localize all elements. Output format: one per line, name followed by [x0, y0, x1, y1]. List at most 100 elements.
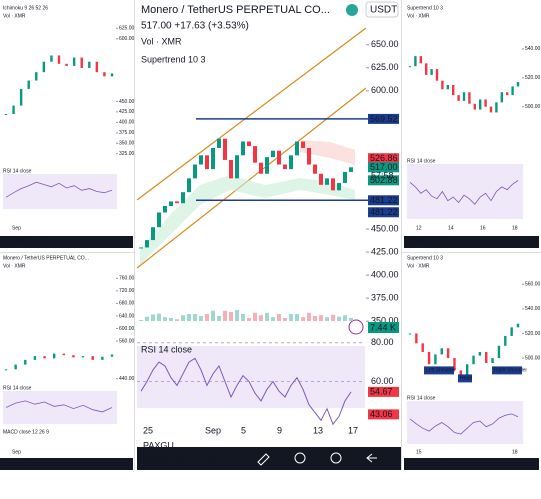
y-tick-label: 60.00: [371, 376, 394, 386]
currency-button[interactable]: [365, 1, 399, 18]
volume-bar: [271, 317, 275, 321]
countdown: 57:58: [371, 171, 394, 181]
candle: [42, 61, 46, 73]
volume-bar: [223, 310, 227, 321]
currency: USDT: [370, 5, 397, 16]
candle: [265, 157, 269, 174]
replay-icon[interactable]: [348, 319, 364, 335]
y-tick-label: 680.00: [119, 301, 135, 307]
candle: [295, 141, 299, 156]
price-tag-label: 43.06: [370, 409, 393, 419]
candle: [223, 138, 227, 160]
candle: [452, 85, 455, 96]
candle: [343, 171, 347, 183]
candle: [65, 63, 68, 66]
candle: [175, 201, 179, 204]
annotation: Head: [460, 376, 472, 382]
candle: [435, 69, 439, 81]
candle: [91, 356, 94, 360]
candle: [145, 240, 149, 248]
price-tag-label: 54.67: [370, 387, 393, 397]
settings-icon[interactable]: [330, 452, 342, 464]
candle: [472, 355, 475, 365]
candle: [462, 92, 466, 101]
candle: [72, 57, 76, 66]
y-tick-label: 350.00: [119, 141, 135, 147]
volume-bar: [241, 314, 245, 321]
price-tag-label: 481.22: [370, 207, 398, 217]
candle: [446, 85, 449, 90]
candle: [495, 102, 498, 113]
volume-bar: [259, 315, 263, 321]
candle: [193, 164, 197, 179]
back-icon[interactable]: [366, 453, 377, 463]
x-tick-label: Sep: [205, 425, 221, 435]
candle: [289, 155, 293, 170]
x-tick-label: Sep: [12, 449, 21, 455]
candle: [504, 335, 507, 346]
candle: [516, 82, 520, 87]
price-tag: [368, 153, 399, 164]
rsi-line: [5, 181, 113, 198]
candle: [259, 162, 263, 174]
bottom-bar: [0, 236, 133, 248]
rsi-band: [407, 164, 523, 219]
volume-bar: [235, 310, 239, 321]
volume-bar: [295, 314, 299, 321]
y-tick-label: 425.00: [371, 246, 399, 256]
price-tag: [368, 207, 399, 218]
y-tick-label: 500.00: [525, 104, 541, 110]
candle: [415, 333, 418, 344]
candle: [307, 147, 311, 165]
watermark: PAXGU: [143, 440, 174, 450]
interval: 4h: [203, 452, 216, 466]
candle: [489, 106, 493, 113]
candle: [446, 348, 450, 359]
candle: [80, 57, 83, 68]
candle: [163, 205, 167, 213]
price-tag-label: 526.86: [370, 153, 398, 163]
candle: [235, 155, 239, 179]
volume-bar: [139, 320, 143, 321]
price-tag-label: 502.88: [370, 175, 398, 185]
candle: [516, 323, 520, 328]
panel-header: Monero / TetherUS PERPETUAL CO...: [3, 255, 89, 261]
y-tick-label: 625.00: [371, 62, 399, 72]
volume-bar: [151, 314, 155, 321]
price-tag-label: 481.22: [370, 195, 398, 205]
volume-bar: [337, 316, 341, 321]
candle: [19, 88, 23, 106]
volume-bar: [265, 312, 269, 321]
rsi-band: [3, 391, 117, 424]
y-tick-label: 600.00: [371, 85, 399, 95]
candle: [229, 159, 233, 179]
candle: [408, 333, 412, 335]
draw-icon[interactable]: [257, 453, 270, 466]
y-tick-label: 625.00: [119, 26, 135, 32]
toolbar-icons[interactable]: [257, 452, 377, 466]
volume-bar: [289, 314, 293, 321]
candle: [205, 155, 209, 170]
volume-bar: [307, 312, 311, 321]
x-tick-label: 13: [313, 425, 323, 435]
volume-bar: [253, 312, 257, 321]
status-icon: [346, 4, 358, 16]
volume-bar: [169, 318, 173, 321]
alert-icon[interactable]: [294, 452, 306, 464]
volume-tag-label: 7.44 K: [370, 322, 396, 332]
y-tick-label: 500.00: [525, 355, 541, 361]
y-tick-label: 450.00: [119, 99, 135, 105]
volume-bar: [193, 314, 197, 321]
volume-tag: [368, 322, 399, 333]
rsi-band: [137, 346, 365, 408]
volume-bar: [175, 319, 179, 321]
candle: [414, 56, 417, 67]
y-tick-label: 425.00: [119, 109, 135, 115]
x-tick-label: 17: [348, 425, 358, 435]
y-tick-label: 375.00: [119, 130, 135, 136]
bar-symbol: XMRUS: [408, 237, 437, 246]
volume-bar: [277, 314, 281, 321]
supertrend-band: [300, 140, 355, 165]
price-tag: [368, 195, 399, 206]
volume-bar: [283, 318, 287, 321]
